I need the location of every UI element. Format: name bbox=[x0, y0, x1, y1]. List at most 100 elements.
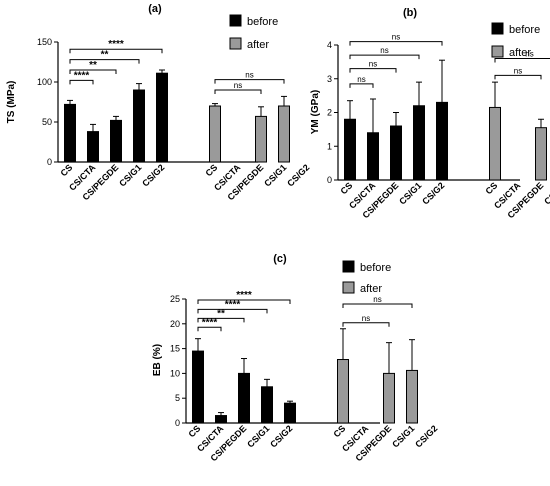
significance-label: ns bbox=[525, 50, 533, 59]
significance-label: ns bbox=[380, 46, 388, 55]
y-tick-label: 0 bbox=[327, 175, 332, 185]
y-tick-label: 1 bbox=[327, 141, 332, 151]
bar-after bbox=[489, 106, 501, 181]
bar-before bbox=[413, 105, 425, 181]
significance-label: ** bbox=[89, 60, 97, 71]
bar-before bbox=[156, 72, 168, 163]
y-tick-label: 100 bbox=[37, 77, 52, 87]
y-tick-label: 2 bbox=[327, 108, 332, 118]
legend-swatch-after bbox=[491, 45, 504, 58]
bar-before bbox=[390, 125, 402, 181]
y-tick-label: 50 bbox=[42, 117, 52, 127]
y-tick-label: 15 bbox=[170, 344, 180, 354]
significance-label: **** bbox=[202, 317, 218, 328]
y-tick-label: 10 bbox=[170, 368, 180, 378]
significance-bracket bbox=[69, 59, 140, 64]
legend-label-before: before bbox=[360, 262, 391, 274]
y-axis-label: YM (GPa) bbox=[310, 90, 321, 134]
significance-bracket bbox=[69, 69, 117, 74]
y-tick-label: 4 bbox=[327, 40, 332, 50]
x-tick-label: CS bbox=[203, 162, 219, 178]
bar-before bbox=[110, 119, 122, 163]
significance-label: ** bbox=[101, 50, 109, 61]
legend-label-after: after bbox=[247, 39, 269, 51]
significance-bracket bbox=[349, 68, 397, 73]
bar-before bbox=[261, 386, 273, 424]
y-axis-label: EB (%) bbox=[152, 344, 163, 376]
significance-bracket bbox=[197, 299, 291, 304]
x-tick-label: CS/G1 bbox=[390, 423, 416, 449]
x-tick-label: CS/G2 bbox=[420, 180, 446, 206]
bar-before bbox=[64, 103, 76, 163]
significance-label: **** bbox=[108, 39, 124, 50]
bar-before bbox=[284, 402, 296, 424]
legend-label-after: after bbox=[360, 283, 382, 295]
significance-label: ns bbox=[514, 66, 522, 75]
bar-before bbox=[215, 415, 227, 424]
x-tick-label: CS bbox=[186, 423, 202, 439]
significance-bracket bbox=[197, 326, 222, 332]
significance-bracket bbox=[494, 74, 542, 80]
panel-label: (c) bbox=[273, 253, 287, 265]
panel-label: (b) bbox=[403, 7, 417, 19]
x-tick-label: CS bbox=[58, 162, 74, 178]
y-tick-label: 150 bbox=[37, 37, 52, 47]
panel-label: (a) bbox=[148, 3, 162, 15]
x-tick-label: CS/G1 bbox=[262, 162, 288, 188]
x-tick-label: CS/G2 bbox=[268, 423, 294, 449]
bar-before bbox=[436, 101, 448, 181]
x-tick-label: CS bbox=[483, 180, 499, 196]
significance-bracket bbox=[197, 308, 268, 314]
bar-after bbox=[209, 105, 221, 163]
significance-label: ** bbox=[217, 308, 225, 319]
significance-bracket bbox=[342, 322, 390, 327]
bar-before bbox=[192, 350, 204, 424]
x-tick-label: CS/G1 bbox=[245, 423, 271, 449]
x-tick-label: CS/G2 bbox=[413, 423, 439, 449]
bar-after bbox=[383, 372, 395, 424]
significance-label: ns bbox=[362, 314, 370, 323]
x-tick-label: CS bbox=[338, 180, 354, 196]
x-tick-label: CS/G1 bbox=[397, 180, 423, 206]
y-axis-label: TS (MPa) bbox=[6, 81, 17, 124]
x-tick-label: CS/G1 bbox=[542, 180, 550, 206]
legend-swatch-before bbox=[491, 22, 504, 35]
x-tick-label: CS bbox=[331, 423, 347, 439]
significance-bracket bbox=[214, 89, 262, 94]
significance-label: ns bbox=[234, 81, 242, 90]
legend-swatch-after bbox=[229, 37, 242, 50]
bar-before bbox=[133, 89, 145, 163]
y-tick-label: 25 bbox=[170, 294, 180, 304]
bar-after bbox=[406, 369, 418, 424]
x-tick-label: CS/G2 bbox=[140, 162, 166, 188]
bar-after bbox=[337, 359, 349, 424]
significance-label: **** bbox=[236, 290, 252, 301]
significance-bracket bbox=[197, 317, 245, 323]
significance-label: ns bbox=[245, 71, 253, 80]
y-tick-label: 20 bbox=[170, 319, 180, 329]
significance-bracket bbox=[349, 41, 443, 46]
y-tick-label: 0 bbox=[175, 418, 180, 428]
significance-bracket bbox=[342, 303, 413, 308]
significance-label: ns bbox=[373, 295, 381, 304]
legend-label-before: before bbox=[247, 16, 278, 28]
y-tick-label: 0 bbox=[47, 157, 52, 167]
significance-label: **** bbox=[225, 299, 241, 310]
significance-bracket bbox=[214, 79, 285, 84]
bar-before bbox=[344, 118, 356, 181]
legend-label-before: before bbox=[509, 24, 540, 36]
bar-after bbox=[278, 105, 290, 163]
significance-bracket bbox=[69, 48, 163, 54]
legend-swatch-before bbox=[229, 14, 242, 27]
bar-after bbox=[255, 115, 267, 163]
significance-label: **** bbox=[74, 70, 90, 81]
x-tick-label: CS/G1 bbox=[117, 162, 143, 188]
significance-bracket bbox=[69, 79, 94, 85]
legend-swatch-before bbox=[342, 260, 355, 273]
bar-before bbox=[367, 132, 379, 181]
significance-label: ns bbox=[357, 75, 365, 84]
significance-bracket bbox=[494, 58, 550, 63]
legend-swatch-after bbox=[342, 281, 355, 294]
